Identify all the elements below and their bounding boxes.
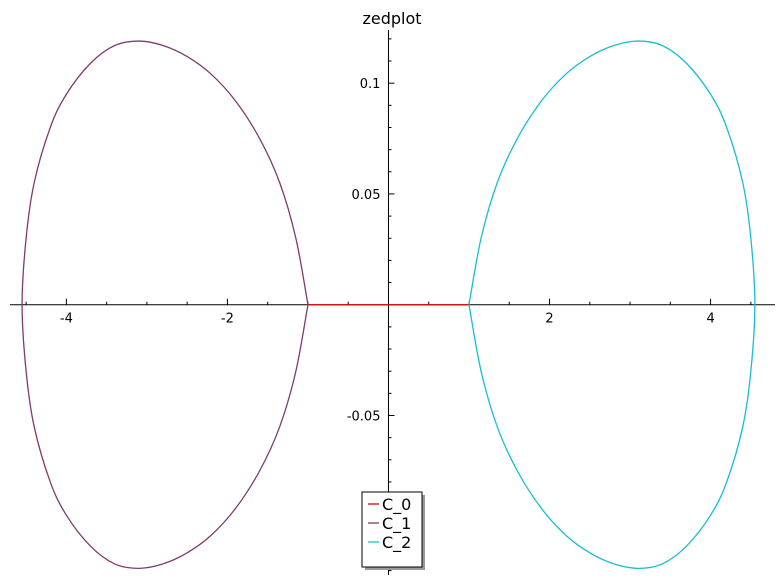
- x-tick-label: -4: [60, 312, 73, 327]
- legend: C_0C_1C_2: [361, 491, 425, 570]
- legend-label: C_1: [382, 514, 411, 534]
- legend-label: C_2: [382, 533, 411, 553]
- x-tick-label: 2: [545, 312, 553, 327]
- plot-lines: [21, 40, 756, 570]
- chart-title: zedplot: [362, 9, 421, 28]
- x-tick-label: 4: [706, 312, 714, 327]
- y-tick-label: 0.1: [360, 77, 381, 92]
- y-tick-label: -0.05: [347, 409, 381, 424]
- legend-label: C_0: [382, 495, 411, 515]
- series-line-c-1: [21, 40, 309, 570]
- y-tick-label: 0.05: [352, 188, 381, 203]
- x-tick-label: -2: [221, 312, 234, 327]
- series-line-c-2: [468, 40, 756, 570]
